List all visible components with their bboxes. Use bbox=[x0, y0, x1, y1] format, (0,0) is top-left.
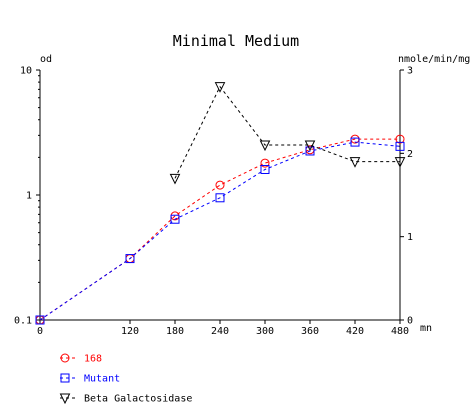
x-tick-label: 120 bbox=[121, 326, 139, 337]
data-point bbox=[395, 134, 405, 144]
data-point bbox=[215, 180, 225, 190]
data-point bbox=[395, 141, 405, 151]
x-axis-label: mn bbox=[420, 323, 432, 334]
left-tick-label: 0.1 bbox=[14, 316, 32, 327]
series-line bbox=[174, 85, 400, 179]
legend-label: Mutant bbox=[84, 374, 120, 385]
chart-title: Minimal Medium bbox=[173, 32, 299, 50]
data-point bbox=[214, 82, 226, 93]
data-point bbox=[170, 214, 180, 224]
left-tick-label: 1 bbox=[26, 191, 32, 202]
legend: 168 Mutant Beta Galactosidase bbox=[59, 353, 192, 405]
x-tick-label: 240 bbox=[211, 326, 229, 337]
legend-item: Beta Galactosidase bbox=[59, 393, 192, 405]
data-point bbox=[350, 137, 360, 147]
legend-item: Mutant bbox=[60, 373, 120, 385]
right-axis-ticks: 0 1 2 3 bbox=[400, 66, 413, 327]
data-point bbox=[215, 193, 225, 203]
data-point bbox=[260, 164, 270, 174]
data-point bbox=[260, 158, 270, 168]
data-point bbox=[35, 315, 45, 325]
data-point bbox=[305, 146, 315, 156]
data-point bbox=[394, 157, 406, 168]
legend-label: Beta Galactosidase bbox=[84, 394, 192, 405]
right-tick-label: 1 bbox=[407, 232, 413, 243]
series-line bbox=[39, 138, 400, 321]
series-1 bbox=[35, 137, 405, 325]
x-tick-label: 420 bbox=[346, 326, 364, 337]
x-tick-label: 0 bbox=[37, 326, 43, 337]
data-point bbox=[349, 157, 361, 168]
x-tick-label: 480 bbox=[391, 326, 409, 337]
series-0 bbox=[35, 134, 405, 325]
series-layer bbox=[35, 82, 406, 325]
legend-marker bbox=[59, 393, 71, 405]
left-axis-label: od bbox=[40, 54, 52, 65]
data-point bbox=[125, 254, 135, 264]
left-tick-label: 10 bbox=[20, 66, 32, 77]
x-tick-label: 300 bbox=[256, 326, 274, 337]
axes bbox=[39, 70, 401, 321]
legend-marker bbox=[60, 353, 70, 363]
series-line bbox=[39, 141, 401, 321]
data-point bbox=[304, 140, 316, 152]
x-tick-label: 360 bbox=[301, 326, 319, 337]
x-tick-label: 180 bbox=[166, 326, 184, 337]
right-tick-label: 0 bbox=[407, 316, 413, 327]
x-axis-ticks: 0 120 180 240 300 360 420 480 bbox=[37, 320, 409, 337]
left-axis-ticks: 0.1 1 10 bbox=[14, 66, 40, 327]
right-tick-label: 3 bbox=[407, 66, 413, 77]
right-tick-label: 2 bbox=[407, 149, 413, 160]
data-point bbox=[259, 140, 271, 152]
data-point bbox=[169, 173, 181, 185]
legend-item: 168 bbox=[60, 353, 102, 365]
legend-marker bbox=[60, 373, 70, 383]
series-2 bbox=[169, 82, 406, 185]
right-axis-label: nmole/min/mg bbox=[398, 54, 470, 65]
legend-label: 168 bbox=[84, 354, 102, 365]
